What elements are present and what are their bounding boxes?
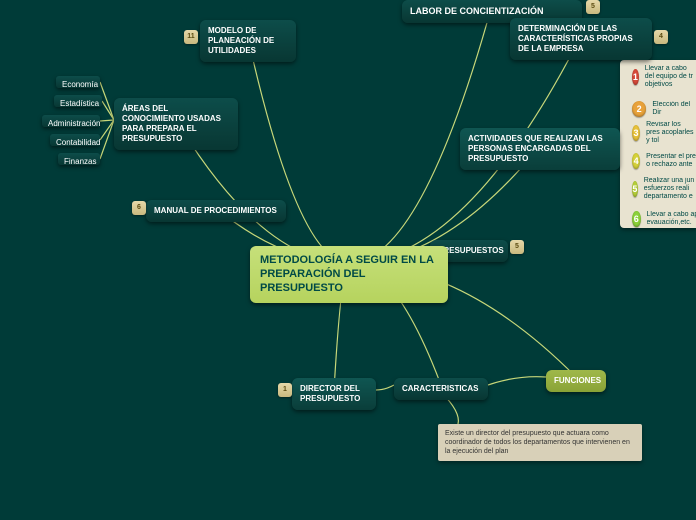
subarea-2[interactable]: Administración [42,115,100,127]
subarea-4[interactable]: Finanzas [58,153,100,165]
subarea-0[interactable]: Economía [56,76,100,88]
node-modelo[interactable]: MODELO DE PLANEACIÓN DE UTILIDADES [200,20,296,62]
activity-step-1[interactable]: 1 Llevar a cabo del equipo de tr objetivo… [632,68,696,86]
tag-modelo[interactable]: 11 [184,30,198,44]
step-number-icon: 5 [632,181,638,197]
mindmap-canvas: Economía Estadística Administración Contabi… [0,0,696,520]
step-number-icon: 6 [632,211,641,227]
step-text: Elección del Dir [652,101,696,116]
step-number-icon: 2 [632,101,646,117]
subarea-1[interactable]: Estadística [54,95,102,107]
step-number-icon: 3 [632,125,640,141]
node-areas[interactable]: ÁREAS DEL CONOCIMIENTO USADAS PARA PREPA… [114,98,238,150]
tag-director[interactable]: 1 [278,383,292,397]
step-text: Llevar a cabo ap evauación,etc. [647,211,696,226]
step-text: Revisar los pres acoplarles y tol [646,121,696,144]
node-func[interactable]: FUNCIONES [546,370,606,392]
tag-manual[interactable]: 6 [132,201,146,215]
activity-step-2[interactable]: 2 Elección del Dir [632,100,696,118]
tag-determ[interactable]: 4 [654,30,668,44]
step-number-icon: 1 [632,69,639,85]
node-activ[interactable]: ACTIVIDADES QUE REALIZAN LAS PERSONAS EN… [460,128,620,170]
step-text: Presentar el pre o rechazo ante [646,153,696,168]
center-node[interactable]: METODOLOGÍA A SEGUIR EN LA PREPARACIÓN D… [250,246,448,303]
activity-step-5[interactable]: 5 Realizar una jun esfuerzos reali depart… [632,180,696,198]
node-caract[interactable]: CARACTERISTICAS [394,378,488,400]
tag-labor[interactable]: 5 [586,0,600,14]
activity-step-3[interactable]: 3 Revisar los pres acoplarles y tol [632,124,696,142]
node-director[interactable]: DIRECTOR DEL PRESUPUESTO [292,378,376,410]
step-number-icon: 4 [632,153,640,169]
activity-step-4[interactable]: 4 Presentar el pre o rechazo ante [632,152,696,170]
tag-etapas[interactable]: 5 [510,240,524,254]
step-text: Realizar una jun esfuerzos reali departa… [644,177,696,200]
activity-step-6[interactable]: 6 Llevar a cabo ap evauación,etc. [632,210,696,228]
node-determ[interactable]: DETERMINACIÓN DE LAS CARACTERÍSTICAS PRO… [510,18,652,60]
step-text: Llevar a cabo del equipo de tr objetivos [645,65,696,88]
subarea-3[interactable]: Contabilidad [50,134,100,146]
node-manual[interactable]: MANUAL DE PROCEDIMIENTOS [146,200,286,222]
director-note: Existe un director del presupuesto que a… [438,424,642,461]
